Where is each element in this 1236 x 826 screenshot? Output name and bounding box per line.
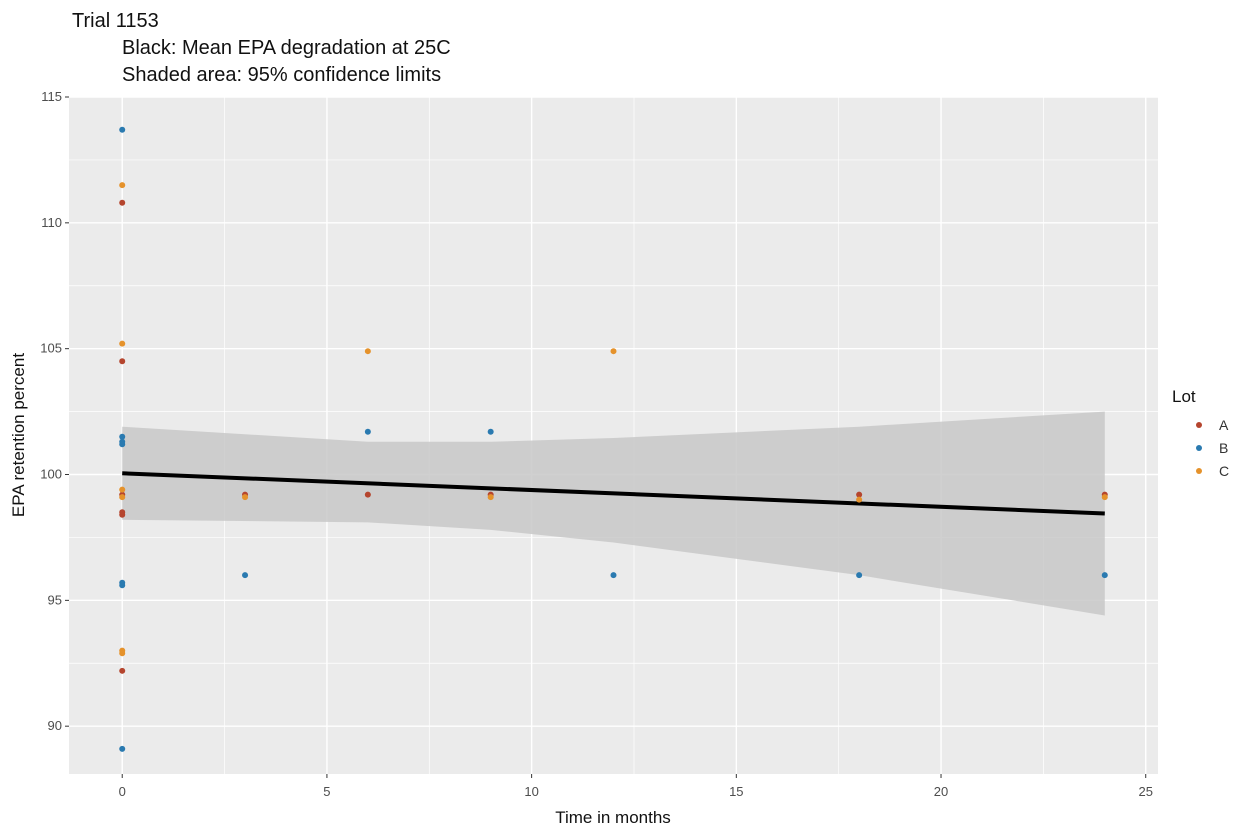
y-tick-label: 100	[40, 467, 62, 482]
data-point-lot-a	[364, 491, 371, 498]
x-tick-label: 5	[323, 784, 330, 799]
data-point-lot-c	[242, 494, 249, 501]
legend-label-c: C	[1219, 463, 1229, 479]
data-point-lot-c	[119, 340, 126, 347]
data-point-lot-b	[119, 745, 126, 752]
y-tick-label: 105	[40, 341, 62, 356]
data-point-lot-b	[610, 572, 617, 579]
legend: Lot ABC	[1172, 387, 1229, 479]
data-point-lot-c	[1101, 494, 1108, 501]
data-points	[119, 126, 1108, 752]
legend-swatch-a	[1196, 422, 1202, 428]
data-point-lot-b	[119, 433, 126, 440]
legend-swatch-b	[1196, 445, 1202, 451]
data-point-lot-a	[119, 199, 126, 206]
data-point-lot-c	[487, 494, 494, 501]
x-tick-label: 10	[524, 784, 538, 799]
data-point-lot-b	[487, 428, 494, 435]
legend-swatch-c	[1196, 468, 1202, 474]
data-point-lot-b	[119, 582, 126, 589]
data-point-lot-a	[119, 667, 126, 674]
x-tick-label: 15	[729, 784, 743, 799]
data-point-lot-a	[119, 509, 126, 516]
legend-label-a: A	[1219, 417, 1229, 433]
axis-ticks: 0 5 10 15 20 25 90 95 100 105 110 115	[40, 89, 1153, 799]
confidence-band-layer	[122, 411, 1105, 616]
fit-line-layer	[122, 471, 1105, 516]
data-point-lot-b	[856, 572, 863, 579]
chart-title: Trial 1153	[72, 10, 159, 32]
legend-label-b: B	[1219, 440, 1228, 456]
chart-subtitle-line-1: Black: Mean EPA degradation at 25C	[122, 37, 451, 59]
y-tick-label: 110	[41, 215, 62, 230]
data-point-lot-c	[610, 348, 617, 355]
chart-subtitle-line-2: Shaded area: 95% confidence limits	[122, 64, 441, 86]
data-point-lot-c	[119, 182, 126, 189]
y-axis-title: EPA retention percent	[9, 353, 28, 517]
y-tick-label: 90	[48, 718, 62, 733]
data-point-lot-c	[364, 348, 371, 355]
data-point-lot-c	[119, 650, 126, 657]
data-point-lot-b	[242, 572, 249, 579]
x-tick-label: 25	[1138, 784, 1152, 799]
data-point-lot-b	[119, 441, 126, 448]
data-point-lot-c	[856, 496, 863, 503]
data-point-lot-b	[1101, 572, 1108, 579]
y-tick-label: 115	[41, 89, 62, 104]
data-point-lot-b	[119, 126, 126, 133]
legend-title: Lot	[1172, 387, 1196, 406]
legend-items: ABC	[1196, 417, 1229, 479]
x-tick-label: 0	[119, 784, 126, 799]
data-point-lot-a	[856, 491, 863, 498]
data-point-lot-c	[119, 494, 126, 501]
confidence-band	[122, 411, 1105, 616]
y-tick-label: 95	[48, 592, 62, 607]
data-point-lot-c	[119, 486, 126, 493]
x-tick-label: 20	[934, 784, 948, 799]
data-point-lot-b	[364, 428, 371, 435]
x-axis-title: Time in months	[555, 808, 671, 826]
mean-degradation-line	[122, 471, 1105, 516]
data-point-lot-a	[119, 358, 126, 365]
